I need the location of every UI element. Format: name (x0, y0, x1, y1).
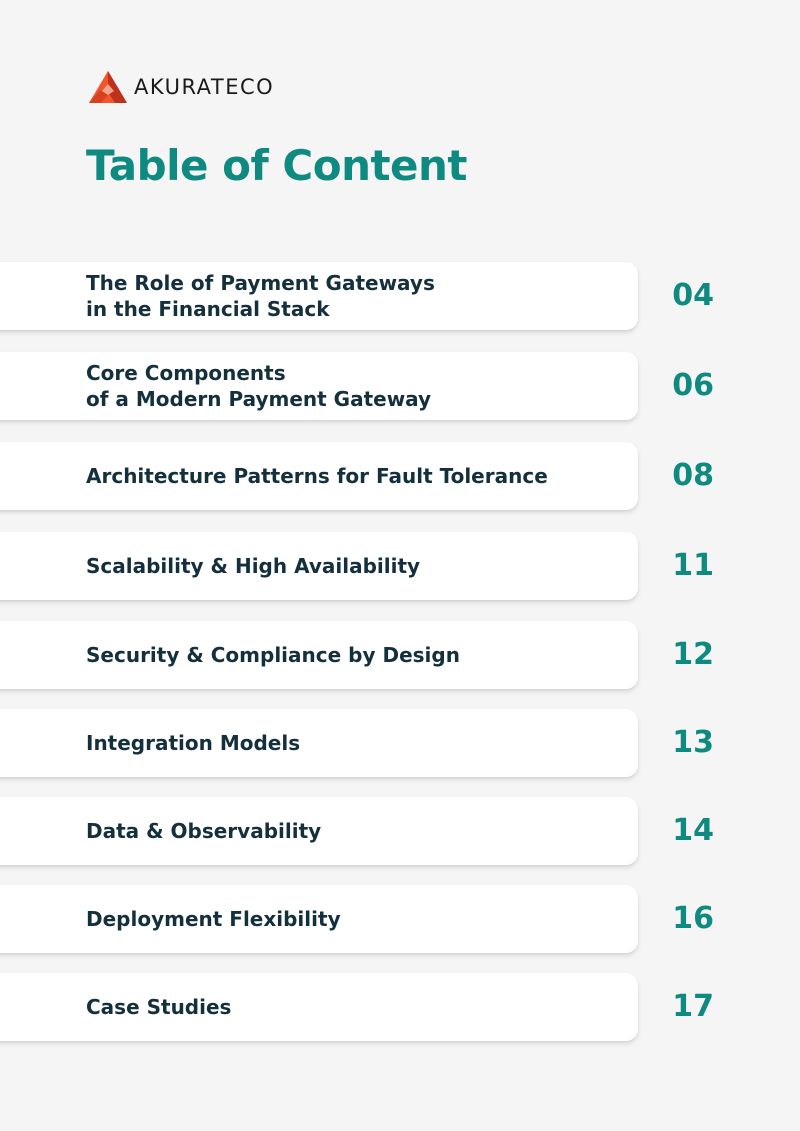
toc-card[interactable]: Deployment Flexibility (0, 885, 638, 953)
brand-logo: AKURATECO (88, 70, 274, 104)
toc-entry[interactable]: Deployment Flexibility 16 (0, 885, 800, 953)
akurateco-logo-icon (89, 71, 127, 103)
toc-card[interactable]: Architecture Patterns for Fault Toleranc… (0, 442, 638, 510)
toc-entry[interactable]: Integration Models 13 (0, 709, 800, 777)
toc-entry-title[interactable]: Deployment Flexibility (86, 907, 341, 931)
toc-entry-title[interactable]: Case Studies (86, 995, 232, 1019)
toc-entry[interactable]: Scalability & High Availability 11 (0, 532, 800, 600)
toc-card[interactable]: Integration Models (0, 709, 638, 777)
toc-entry-title[interactable]: Integration Models (86, 731, 301, 755)
toc-page-number[interactable]: 17 (672, 989, 714, 1024)
toc-entry-title[interactable]: Security & Compliance by Design (86, 643, 460, 667)
toc-entry[interactable]: Data & Observability 14 (0, 797, 800, 865)
toc-card[interactable]: Scalability & High Availability (0, 532, 638, 600)
toc-page-number[interactable]: 13 (672, 725, 714, 760)
toc-entry-title[interactable]: The Role of Payment Gateways in the Fina… (86, 271, 435, 321)
toc-entry-title[interactable]: Core Components of a Modern Payment Gate… (86, 361, 432, 411)
toc-page-number[interactable]: 14 (672, 813, 714, 848)
toc-page-number[interactable]: 06 (672, 368, 714, 403)
toc-entry[interactable]: Case Studies 17 (0, 973, 800, 1041)
toc-entry-title[interactable]: Scalability & High Availability (86, 554, 421, 578)
toc-card[interactable]: Core Components of a Modern Payment Gate… (0, 352, 638, 420)
toc-page-number[interactable]: 08 (672, 458, 714, 493)
toc-entry[interactable]: Architecture Patterns for Fault Toleranc… (0, 442, 800, 510)
toc-page-number[interactable]: 16 (672, 901, 714, 936)
toc-card[interactable]: The Role of Payment Gateways in the Fina… (0, 262, 638, 330)
toc-entry-title[interactable]: Data & Observability (86, 819, 322, 843)
toc-entry[interactable]: Security & Compliance by Design 12 (0, 621, 800, 689)
toc-entry-title[interactable]: Architecture Patterns for Fault Toleranc… (86, 464, 548, 488)
toc-page-number[interactable]: 12 (672, 637, 714, 672)
brand-name: AKURATECO (134, 75, 275, 99)
toc-page-number[interactable]: 11 (672, 548, 714, 583)
toc-card[interactable]: Security & Compliance by Design (0, 621, 638, 689)
toc-entry[interactable]: The Role of Payment Gateways in the Fina… (0, 262, 800, 330)
toc-card[interactable]: Data & Observability (0, 797, 638, 865)
toc-entry[interactable]: Core Components of a Modern Payment Gate… (0, 352, 800, 420)
page-title: Table of Content (86, 141, 468, 190)
toc-card[interactable]: Case Studies (0, 973, 638, 1041)
toc-page-number[interactable]: 04 (672, 278, 714, 313)
